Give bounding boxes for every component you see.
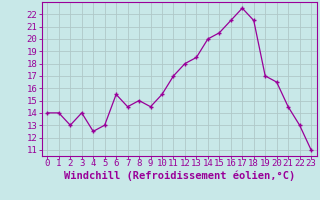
- X-axis label: Windchill (Refroidissement éolien,°C): Windchill (Refroidissement éolien,°C): [64, 171, 295, 181]
